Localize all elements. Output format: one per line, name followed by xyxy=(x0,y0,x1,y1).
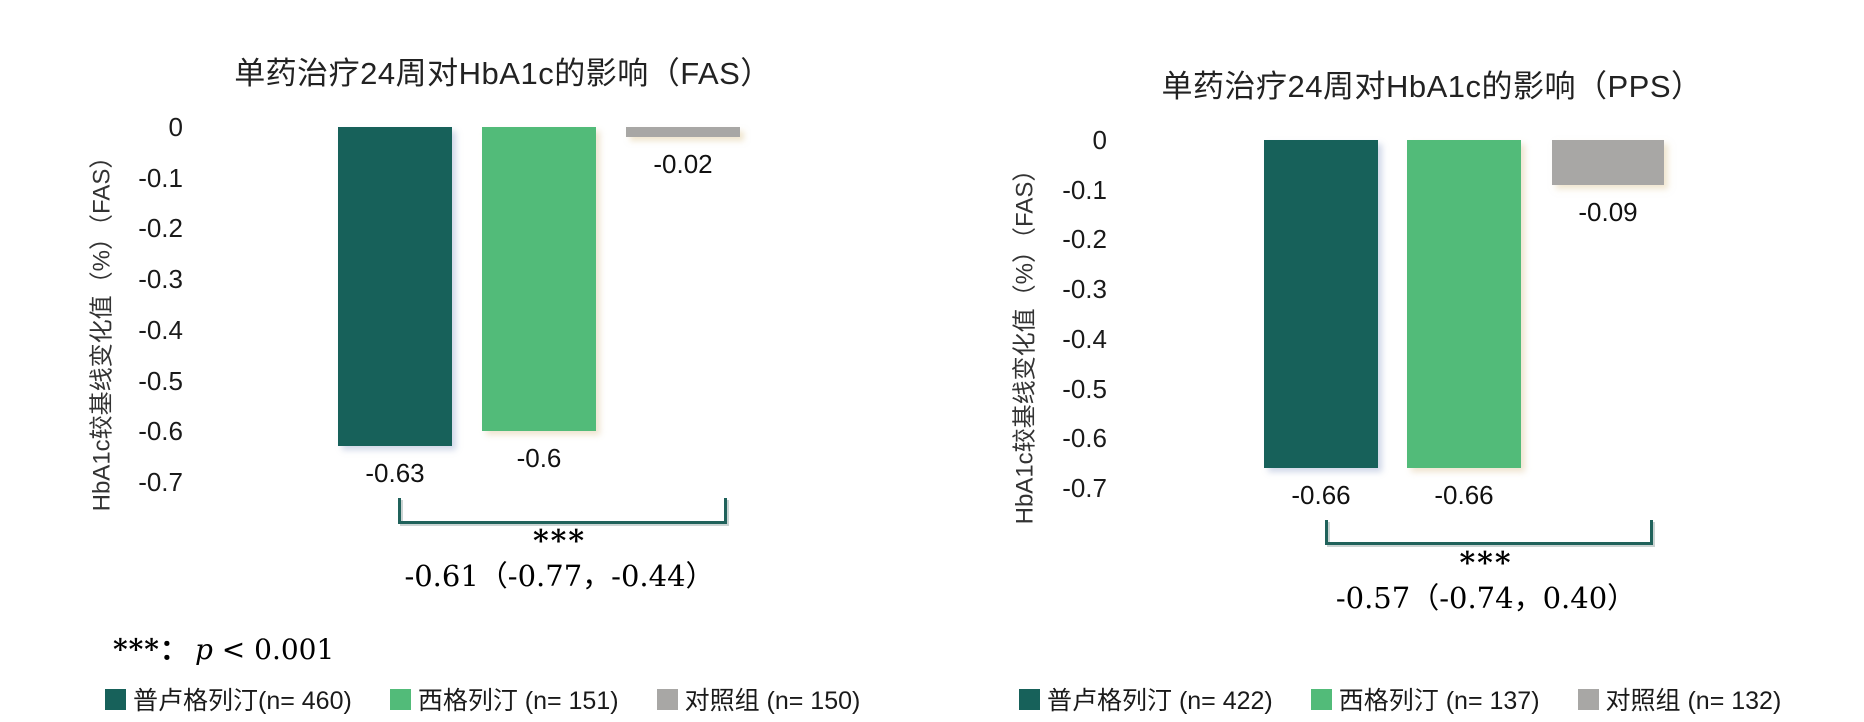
legend-label-prusogliptin: 普卢格列汀 (n= 422) xyxy=(1047,687,1273,715)
chart-panel-pps: 单药治疗24周对HbA1c的影响（PPS） HbA1c较基线变化值（%）（FAS… xyxy=(932,0,1864,722)
y-tick-1-5: -0.5 xyxy=(1062,373,1107,404)
legend-label-sitagliptin: 西格列汀 (n= 151) xyxy=(417,687,619,715)
legend-item-prusogliptin: 普卢格列汀 (n= 422) xyxy=(1019,681,1273,717)
legend: 普卢格列汀(n= 460) 西格列汀 (n= 151) 对照组 (n= 150) xyxy=(105,681,860,717)
legend-item-sitagliptin: 西格列汀 (n= 137) xyxy=(1310,681,1540,717)
significance-ci: -0.61（-0.77，-0.44） xyxy=(404,559,715,593)
bar-prusogliptin xyxy=(1264,140,1378,468)
bar-sitagliptin xyxy=(1407,140,1521,468)
y-tick-1-2: -0.2 xyxy=(1062,224,1107,255)
legend-item-sitagliptin: 西格列汀 (n= 151) xyxy=(389,681,619,717)
legend: 普卢格列汀 (n= 422) 西格列汀 (n= 137) 对照组 (n= 132… xyxy=(1019,681,1781,717)
y-tick-1-6: -0.6 xyxy=(1062,423,1107,454)
significance-bracket xyxy=(398,498,727,524)
legend-swatch-sitagliptin xyxy=(389,688,411,710)
bar-value-sitagliptin: -0.6 xyxy=(516,443,562,473)
y-tick-0-5: -0.5 xyxy=(138,365,183,396)
significance-ci: -0.57（-0.74，0.40） xyxy=(1335,581,1637,615)
legend-item-control: 对照组 (n= 150) xyxy=(656,681,861,717)
legend-label-control: 对照组 (n= 150) xyxy=(684,687,861,715)
y-tick-1-0: 0 xyxy=(1092,125,1107,155)
legend-swatch-control xyxy=(656,688,678,710)
y-tick-0-4: -0.4 xyxy=(138,314,183,345)
significance-stars: *** xyxy=(1459,546,1513,581)
y-tick-0-6: -0.6 xyxy=(138,416,183,447)
chart-title: 单药治疗24周对HbA1c的影响（PPS） xyxy=(1161,69,1703,104)
y-tick-0: 0 xyxy=(168,112,183,142)
significance-stars: *** xyxy=(532,524,587,559)
legend-label-prusogliptin: 普卢格列汀(n= 460) xyxy=(133,687,352,715)
chart-panel-fas: 单药治疗24周对HbA1c的影响（FAS） HbA1c较基线变化值（%）（FAS… xyxy=(89,56,861,717)
y-tick-1-3: -0.3 xyxy=(1062,274,1107,305)
legend-label-sitagliptin: 西格列汀 (n= 137) xyxy=(1338,687,1540,715)
bar-control xyxy=(1552,140,1664,185)
y-tick-0-7: -0.7 xyxy=(138,466,183,497)
bar-value-control: -0.02 xyxy=(653,149,713,179)
y-tick-0-1: -0.1 xyxy=(138,162,183,193)
p-value-footnote: ***： p < 0.001 xyxy=(113,628,334,668)
bar-value-prusogliptin: -0.63 xyxy=(365,458,425,488)
y-tick-0-3: -0.3 xyxy=(138,264,183,295)
bar-prusogliptin xyxy=(338,127,452,446)
legend-label-control: 对照组 (n= 132) xyxy=(1605,687,1782,715)
footnote-p-symbol: p xyxy=(194,633,213,666)
legend-item-control: 对照组 (n= 132) xyxy=(1577,681,1782,717)
chart-title: 单药治疗24周对HbA1c的影响（FAS） xyxy=(234,56,772,91)
bar-value-control: -0.09 xyxy=(1578,197,1638,227)
footnote-p-value: < 0.001 xyxy=(212,633,335,666)
legend-swatch-prusogliptin xyxy=(105,688,126,710)
y-tick-1-4: -0.4 xyxy=(1062,323,1107,354)
bar-value-sitagliptin: -0.66 xyxy=(1434,480,1494,510)
legend-swatch-sitagliptin xyxy=(1310,688,1332,710)
legend-swatch-prusogliptin xyxy=(1019,688,1040,710)
bar-value-prusogliptin: -0.66 xyxy=(1291,480,1351,510)
footnote-stars: ***： xyxy=(113,633,189,666)
legend-swatch-control xyxy=(1577,688,1599,710)
y-tick-1-7: -0.7 xyxy=(1062,472,1107,503)
y-tick-0-2: -0.2 xyxy=(138,213,183,244)
bar-sitagliptin xyxy=(482,127,596,431)
bar-control xyxy=(626,127,740,137)
significance-bracket xyxy=(1325,520,1653,545)
y-tick-1-1: -0.1 xyxy=(1062,174,1107,205)
legend-item-prusogliptin: 普卢格列汀(n= 460) xyxy=(105,681,352,717)
